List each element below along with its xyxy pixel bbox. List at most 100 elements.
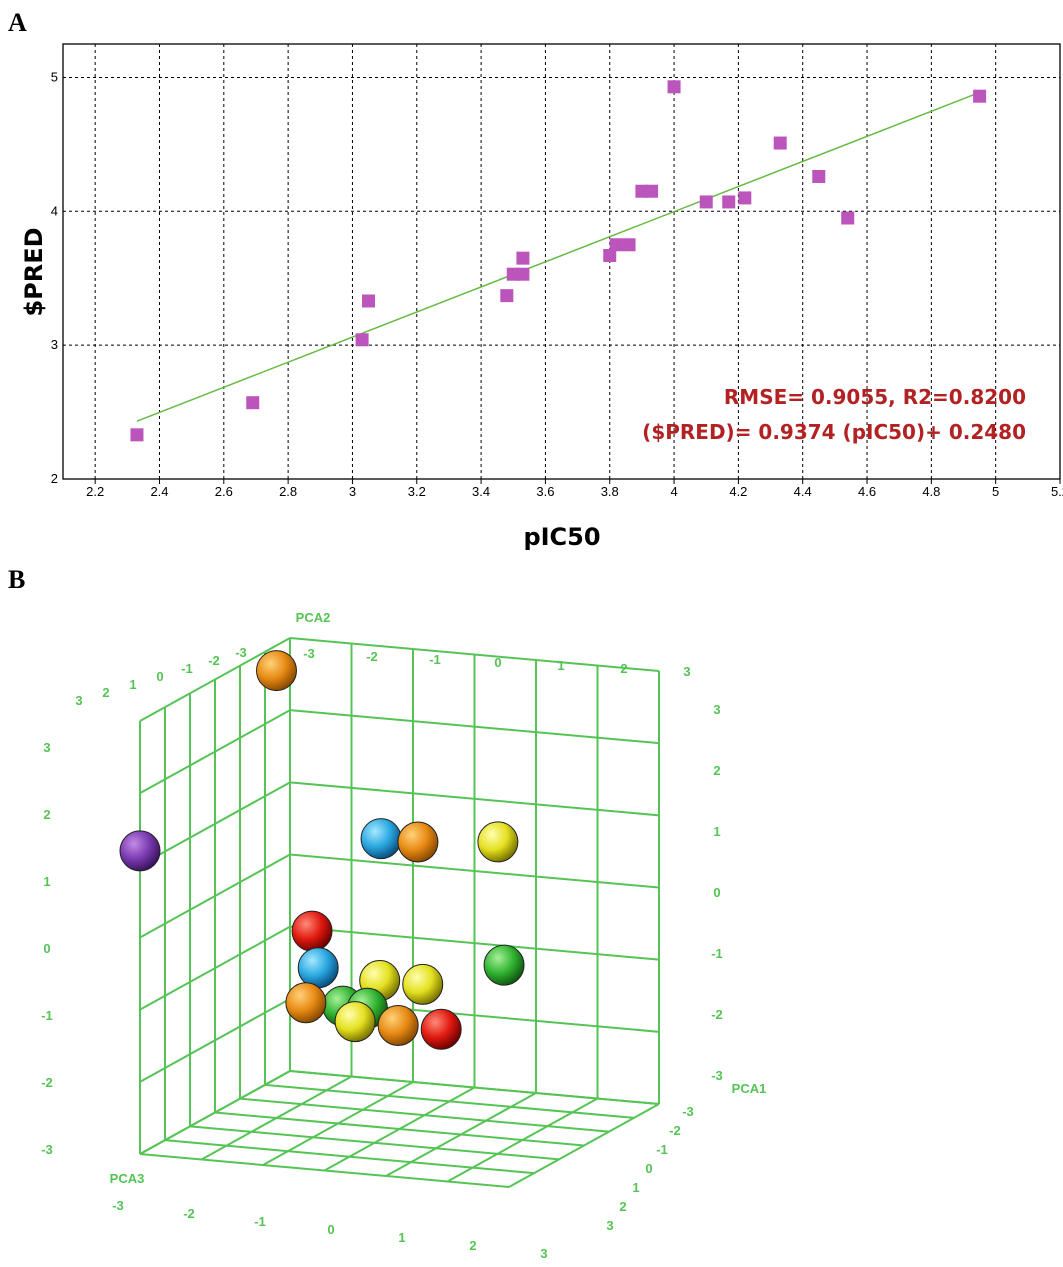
x-tick-label: 3 (349, 484, 356, 499)
pca-point-orange (256, 650, 297, 692)
data-point (812, 170, 826, 184)
pca1-top-tick-label: 0 (494, 655, 501, 670)
back-wall-grid-line (289, 637, 660, 672)
pca3-top-tick-label: 1 (129, 677, 136, 692)
pca-point-orange (285, 982, 327, 1024)
y-tick-label: 4 (51, 203, 58, 218)
pca2-axis-title: PCA2 (296, 610, 331, 625)
pca-point-purple (119, 830, 161, 872)
pca1-bottom-tick-label: 2 (619, 1199, 626, 1214)
x-axis-title: pIC50 (523, 523, 600, 551)
pca3-bottom-tick-label: 2 (469, 1238, 476, 1253)
x-tick-label: 2.2 (86, 484, 104, 499)
pca3-bottom-tick-label: 1 (398, 1230, 405, 1245)
data-point (362, 294, 376, 308)
pca1-top-tick-label: -3 (303, 646, 315, 661)
pca-point-blue (360, 818, 402, 860)
floor-grid-line (214, 1111, 585, 1147)
pca3-top-tick-label: -3 (235, 645, 247, 660)
pca-point-blue (297, 947, 339, 989)
data-point (516, 267, 530, 281)
y-axis-title: $PRED (20, 227, 48, 316)
x-tick-label: 3.6 (536, 484, 554, 499)
x-tick-label: 3.2 (408, 484, 426, 499)
pca2-left-tick-label: 3 (43, 740, 50, 755)
x-tick-label: 5 (992, 484, 999, 499)
x-tick-label: 2.6 (215, 484, 233, 499)
pca1-bottom-tick-label: 3 (606, 1218, 613, 1233)
data-point (722, 195, 736, 209)
pca2-right-tick-label: -2 (711, 1007, 723, 1022)
pca2-right-tick-label: -1 (711, 946, 723, 961)
pca1-bottom-tick-label: -1 (656, 1142, 668, 1157)
floor-grid-line (264, 1083, 635, 1119)
data-point (130, 428, 144, 442)
y-tick-label: 2 (51, 471, 58, 486)
floor-grid-line (508, 1103, 660, 1188)
data-point (667, 80, 681, 94)
x-tick-label: 4.4 (794, 484, 812, 499)
pca1-bottom-tick-label: 1 (632, 1180, 639, 1195)
data-point (738, 191, 752, 205)
pca-point-yellow (402, 963, 444, 1005)
pca3-top-tick-label: 2 (102, 685, 109, 700)
pca3-axis-title: PCA3 (110, 1171, 145, 1186)
pca1-top-tick-label: -1 (429, 652, 441, 667)
x-tick-label: 2.8 (279, 484, 297, 499)
pca3-bottom-tick-label: -1 (254, 1214, 266, 1229)
pca1-top-tick-label: 3 (683, 664, 690, 679)
y-tick-label: 3 (51, 337, 58, 352)
pca1-top-tick-label: 2 (620, 661, 627, 676)
floor-grid-line (385, 1092, 537, 1177)
pca1-bottom-tick-label: -2 (669, 1123, 681, 1138)
pca1-axis-title: PCA1 (732, 1081, 767, 1096)
pca2-left-tick-label: -3 (41, 1142, 53, 1157)
pca-point-yellow (334, 1001, 376, 1043)
x-tick-label: 4.2 (729, 484, 747, 499)
pca3-top-tick-label: -1 (181, 661, 193, 676)
regression-scatter-chart: 2.2 2.4 2.6 2.8 3 3.2 3.4 3.6 3.8 4 4.2 4.4 4.6 4.8 5 5… (20, 43, 1063, 551)
data-point (841, 211, 855, 225)
regression-line (136, 91, 980, 422)
pca3-top-tick-label: 3 (75, 693, 82, 708)
pca2-right-tick-label: 3 (713, 702, 720, 717)
data-point (516, 251, 530, 265)
data-point (355, 333, 369, 347)
pca2-right-tick-label: 2 (713, 763, 720, 778)
plot-frame (62, 43, 1061, 480)
equation-annotation: ($PRED)= 0.9374 (pIC50)+ 0.2480 (642, 420, 1026, 444)
floor-grid-line (289, 1070, 660, 1105)
pca2-left-tick-label: 1 (43, 874, 50, 889)
stats-annotation: RMSE= 0.9055, R2=0.8200 (724, 385, 1026, 409)
x-tick-label: 5.2 (1051, 484, 1063, 499)
data-point (622, 238, 636, 252)
pca2-left-tick-label: -1 (41, 1008, 53, 1023)
data-point (500, 289, 514, 303)
pca2-left-tick-label: -2 (41, 1075, 53, 1090)
data-point (699, 195, 713, 209)
panel-label-a: A (8, 8, 27, 37)
pca-point-orange (377, 1004, 419, 1046)
data-point (603, 248, 617, 262)
data-point (773, 136, 787, 150)
x-tick-label: 4 (670, 484, 677, 499)
x-tick-label: 4.8 (922, 484, 940, 499)
y-tick-label: 5 (51, 69, 58, 84)
pca3-top-tick-label: 0 (156, 669, 163, 684)
pca1-bottom-tick-label: 0 (645, 1161, 652, 1176)
pca2-left-tick-label: 0 (43, 941, 50, 956)
data-point (609, 238, 623, 252)
pca3-bottom-tick-label: 0 (327, 1222, 334, 1237)
floor-grid-line (239, 1097, 610, 1133)
pca-point-red (420, 1008, 462, 1050)
pca1-bottom-tick-label: -3 (682, 1104, 694, 1119)
pca-point-green (483, 944, 525, 986)
left-wall-grid-line (139, 637, 291, 722)
x-tick-label: 4.6 (858, 484, 876, 499)
data-point (973, 89, 987, 103)
floor-grid-line (447, 1097, 598, 1183)
pca3-bottom-tick-label: -3 (112, 1198, 124, 1213)
pca2-right-tick-label: 0 (713, 885, 720, 900)
x-tick-label: 3.4 (472, 484, 490, 499)
